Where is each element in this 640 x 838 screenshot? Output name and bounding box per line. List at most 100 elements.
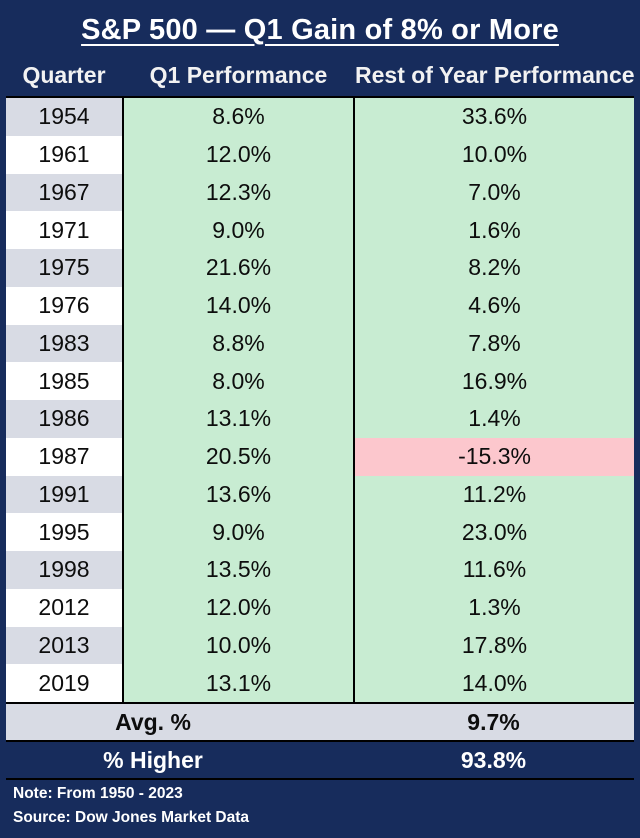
q1-performance-cell: 14.0% bbox=[124, 286, 353, 325]
rest-of-year-cell: -15.3% bbox=[355, 437, 634, 476]
rest-of-year-cell: 7.0% bbox=[355, 173, 634, 212]
q1-performance-cell: 13.6% bbox=[124, 475, 353, 514]
q1-performance-cell: 13.5% bbox=[124, 551, 353, 589]
average-row: Avg. % 9.7% bbox=[6, 702, 634, 740]
rest-of-year-cell: 17.8% bbox=[355, 626, 634, 665]
quarter-cell: 2013 bbox=[6, 626, 122, 665]
column-divider bbox=[353, 173, 355, 212]
table-row: 2012 12.0% 1.3% bbox=[6, 588, 634, 627]
quarter-cell: 1983 bbox=[6, 324, 122, 363]
q1-performance-cell: 13.1% bbox=[124, 400, 353, 438]
table-row: 1998 13.5% 11.6% bbox=[6, 551, 634, 589]
table-row: 1967 12.3% 7.0% bbox=[6, 173, 634, 212]
rest-of-year-cell: 23.0% bbox=[355, 513, 634, 551]
rest-of-year-cell: 11.2% bbox=[355, 475, 634, 514]
percent-higher-label: % Higher bbox=[103, 746, 203, 773]
column-divider bbox=[353, 626, 355, 665]
column-divider bbox=[353, 400, 355, 438]
quarter-cell: 1986 bbox=[6, 400, 122, 438]
quarter-cell: 1967 bbox=[6, 173, 122, 212]
q1-performance-cell: 12.0% bbox=[124, 135, 353, 174]
q1-performance-cell: 8.8% bbox=[124, 324, 353, 363]
column-divider bbox=[353, 249, 355, 287]
column-divider bbox=[122, 588, 124, 627]
rest-of-year-cell: 7.8% bbox=[355, 324, 634, 363]
column-divider bbox=[122, 211, 124, 249]
column-divider bbox=[353, 551, 355, 589]
column-divider bbox=[122, 286, 124, 325]
q1-performance-cell: 21.6% bbox=[124, 249, 353, 287]
footer-note: Note: From 1950 - 2023 bbox=[13, 785, 183, 803]
q1-performance-cell: 8.0% bbox=[124, 362, 353, 400]
column-divider bbox=[122, 475, 124, 514]
rest-of-year-cell: 4.6% bbox=[355, 286, 634, 325]
quarter-cell: 1991 bbox=[6, 475, 122, 514]
column-divider bbox=[353, 513, 355, 551]
quarter-cell: 1998 bbox=[6, 551, 122, 589]
column-divider bbox=[353, 588, 355, 627]
column-divider bbox=[353, 98, 355, 136]
quarter-cell: 1976 bbox=[6, 286, 122, 325]
table-row: 1976 14.0% 4.6% bbox=[6, 286, 634, 325]
column-divider bbox=[353, 362, 355, 400]
rest-of-year-cell: 16.9% bbox=[355, 362, 634, 400]
percent-higher-value: 93.8% bbox=[460, 746, 527, 773]
quarter-cell: 1954 bbox=[6, 98, 122, 136]
q1-performance-cell: 20.5% bbox=[124, 437, 353, 476]
quarter-cell: 1961 bbox=[6, 135, 122, 174]
percent-higher-row: % Higher 93.8% bbox=[6, 740, 634, 778]
quarter-cell: 2019 bbox=[6, 664, 122, 702]
q1-performance-cell: 12.0% bbox=[124, 588, 353, 627]
column-divider bbox=[122, 400, 124, 438]
column-header-quarter: Quarter bbox=[22, 61, 106, 88]
avg-label: Avg. % bbox=[115, 708, 191, 735]
footer: Note: From 1950 - 2023 Source: Dow Jones… bbox=[6, 778, 634, 832]
column-divider bbox=[122, 135, 124, 174]
table-row: 2019 13.1% 14.0% bbox=[6, 664, 634, 702]
table-row: 1986 13.1% 1.4% bbox=[6, 400, 634, 438]
page-title: S&P 500 — Q1 Gain of 8% or More bbox=[81, 13, 559, 46]
table-row: 1975 21.6% 8.2% bbox=[6, 249, 634, 287]
table-body: 1954 8.6% 33.6% 1961 12.0% 10.0% 1967 12.3% 7.0%… bbox=[6, 96, 634, 702]
rest-of-year-cell: 11.6% bbox=[355, 551, 634, 589]
column-divider bbox=[122, 98, 124, 136]
title-bar: S&P 500 — Q1 Gain of 8% or More bbox=[6, 6, 634, 54]
rest-of-year-cell: 8.2% bbox=[355, 249, 634, 287]
rest-of-year-cell: 10.0% bbox=[355, 135, 634, 174]
rest-of-year-cell: 33.6% bbox=[355, 98, 634, 136]
table-row: 1991 13.6% 11.2% bbox=[6, 475, 634, 514]
table-row: 1995 9.0% 23.0% bbox=[6, 513, 634, 551]
quarter-cell: 2012 bbox=[6, 588, 122, 627]
column-divider bbox=[122, 626, 124, 665]
column-divider bbox=[122, 664, 124, 702]
column-divider bbox=[353, 211, 355, 249]
rest-of-year-cell: 14.0% bbox=[355, 664, 634, 702]
column-divider bbox=[353, 475, 355, 514]
column-header-row: Quarter Q1 Performance Rest of Year Perf… bbox=[6, 54, 634, 96]
column-divider bbox=[122, 362, 124, 400]
q1-performance-cell: 10.0% bbox=[124, 626, 353, 665]
column-header-rest-of-year: Rest of Year Performance bbox=[355, 61, 635, 88]
column-header-q1-performance: Q1 Performance bbox=[149, 61, 328, 88]
q1-performance-cell: 13.1% bbox=[124, 664, 353, 702]
column-divider bbox=[353, 135, 355, 174]
column-divider bbox=[353, 437, 355, 476]
column-divider bbox=[353, 664, 355, 702]
quarter-cell: 1985 bbox=[6, 362, 122, 400]
footer-source: Source: Dow Jones Market Data bbox=[13, 808, 250, 826]
table-row: 1983 8.8% 7.8% bbox=[6, 324, 634, 363]
avg-value: 9.7% bbox=[467, 708, 520, 735]
table-row: 1971 9.0% 1.6% bbox=[6, 211, 634, 249]
q1-performance-cell: 9.0% bbox=[124, 513, 353, 551]
rest-of-year-cell: 1.6% bbox=[355, 211, 634, 249]
q1-performance-cell: 9.0% bbox=[124, 211, 353, 249]
quarter-cell: 1971 bbox=[6, 211, 122, 249]
table-row: 2013 10.0% 17.8% bbox=[6, 626, 634, 665]
q1-performance-cell: 8.6% bbox=[124, 98, 353, 136]
column-divider bbox=[122, 551, 124, 589]
rest-of-year-cell: 1.4% bbox=[355, 400, 634, 438]
column-divider bbox=[122, 249, 124, 287]
column-divider bbox=[122, 513, 124, 551]
quarter-cell: 1987 bbox=[6, 437, 122, 476]
